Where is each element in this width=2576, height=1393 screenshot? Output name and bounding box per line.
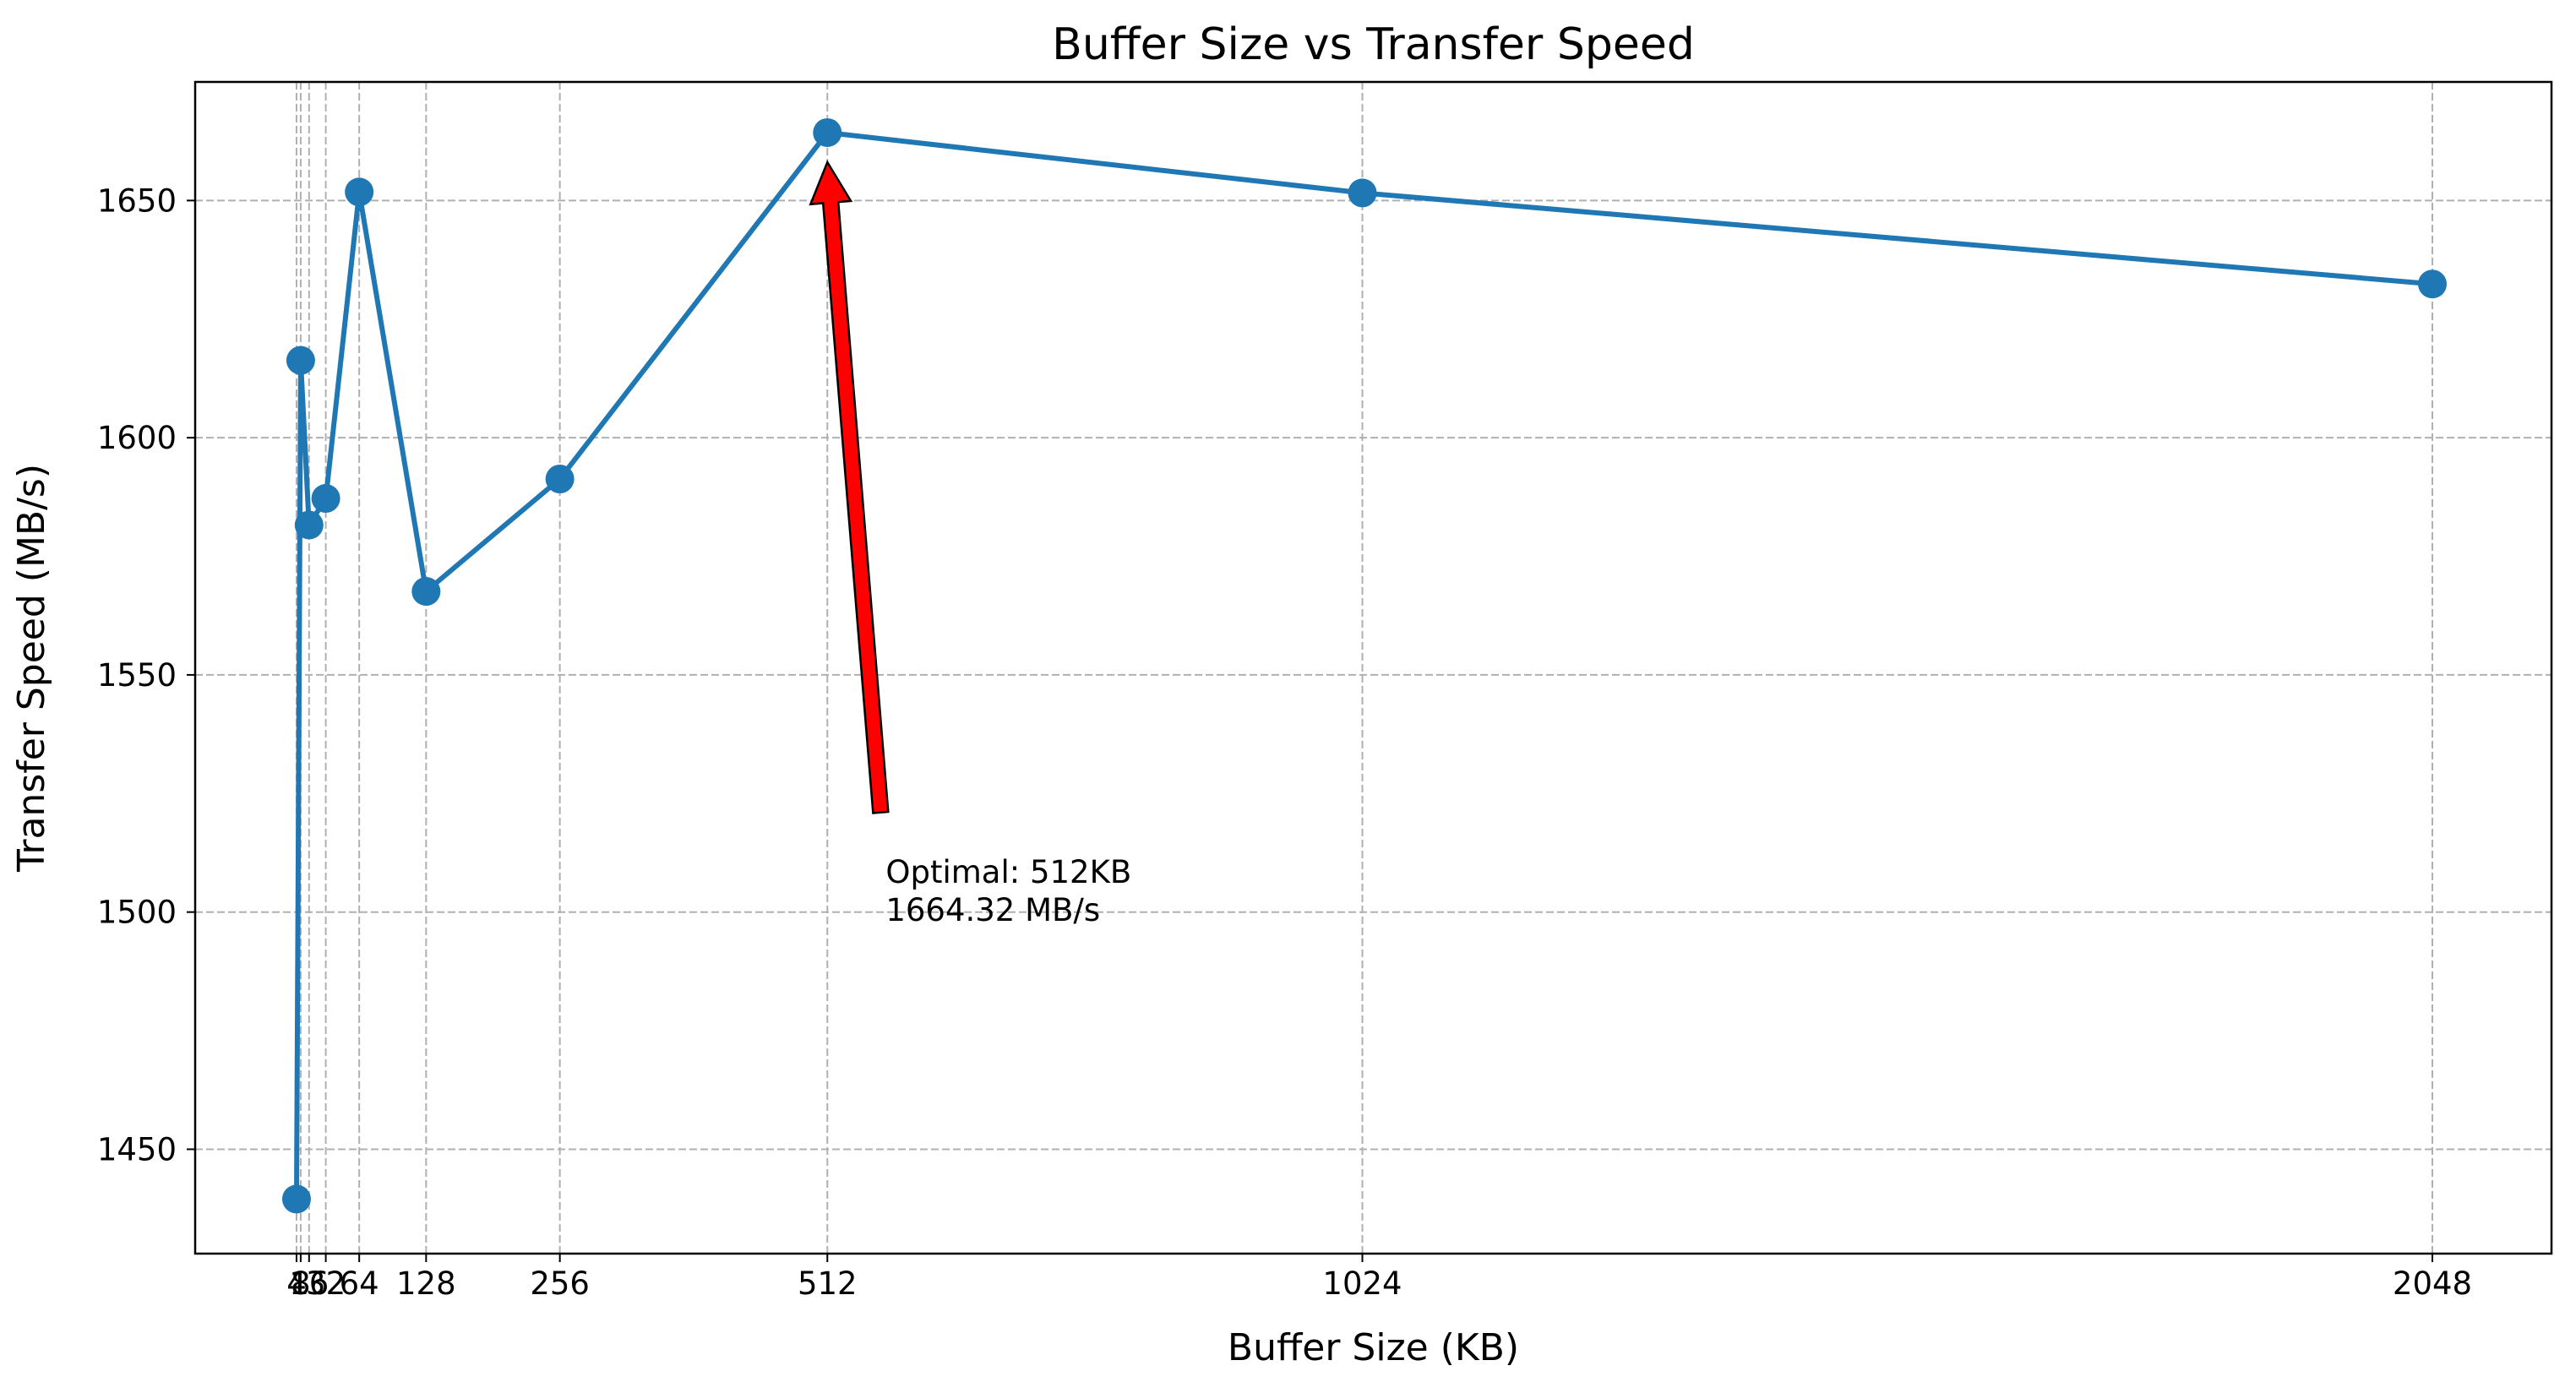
x-tick-label: 128 — [396, 1265, 456, 1302]
grid — [195, 82, 2551, 1254]
x-tick-label: 4 — [286, 1265, 307, 1302]
y-axis-ticks: 1450 1500 1550 1600 1650 — [97, 182, 195, 1167]
y-tick-label: 1550 — [97, 657, 177, 694]
y-tick-label: 1500 — [97, 895, 177, 931]
data-point — [545, 465, 575, 494]
x-tick-label: 32 — [306, 1265, 346, 1302]
data-point — [281, 1184, 311, 1214]
annotation-line-2: 1664.32 MB/s — [885, 892, 1100, 928]
x-axis-label: Buffer Size (KB) — [1228, 1326, 1519, 1369]
annotation-text: Optimal: 512KB 1664.32 MB/s — [885, 854, 1141, 928]
plot-frame — [193, 80, 2553, 1255]
x-tick-label: 512 — [798, 1265, 858, 1302]
y-tick-label: 1650 — [97, 182, 177, 219]
data-point — [411, 577, 441, 607]
data-point — [286, 346, 315, 375]
series-line — [294, 130, 2433, 1200]
y-tick-label: 1600 — [97, 420, 177, 456]
chart-title: Buffer Size vs Transfer Speed — [1052, 19, 1695, 70]
series-layer — [281, 117, 2448, 1214]
x-tick-label: 16 — [289, 1265, 329, 1302]
data-point — [294, 510, 324, 540]
y-axis-label: Transfer Speed (MB/s) — [10, 464, 53, 873]
data-point — [2418, 269, 2448, 299]
data-point — [813, 117, 842, 147]
data-point — [311, 484, 340, 514]
annotation-arrow — [809, 160, 890, 814]
x-tick-label: 1024 — [1322, 1265, 1402, 1302]
annotation-line-1: Optimal: 512KB — [885, 854, 1131, 890]
x-tick-label: 256 — [530, 1265, 590, 1302]
annotation: Optimal: 512KB 1664.32 MB/s — [809, 160, 1141, 928]
x-tick-label: 64 — [340, 1265, 379, 1302]
x-tick-label: 2048 — [2393, 1265, 2472, 1302]
data-point — [345, 177, 374, 207]
y-tick-label: 1450 — [97, 1131, 177, 1167]
x-tick-label: 8 — [291, 1265, 311, 1302]
data-point — [1348, 178, 1377, 208]
